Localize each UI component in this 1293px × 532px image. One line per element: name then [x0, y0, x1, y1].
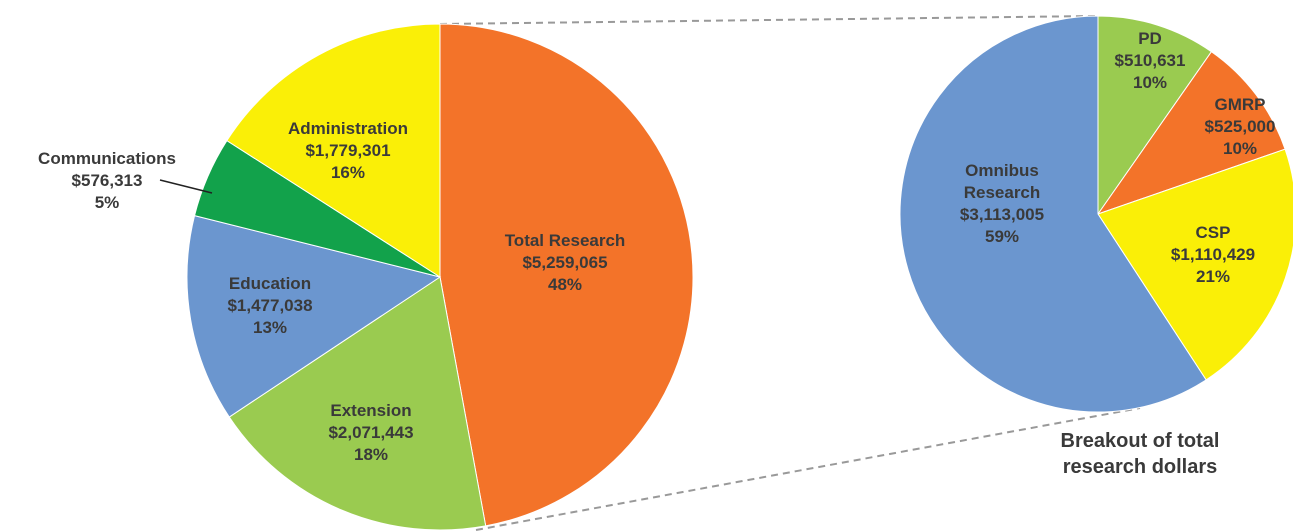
value-label: $576,313	[71, 171, 143, 190]
value-label: $525,000	[1204, 117, 1276, 136]
category-label: PD	[1138, 29, 1162, 48]
pie-slice	[1097, 148, 1293, 381]
slice-label: Total Research $5,259,065 48%	[505, 230, 626, 296]
value-label: $1,110,429	[1170, 245, 1256, 264]
percent-label: 18%	[353, 445, 389, 464]
category-label: Extension	[330, 401, 412, 420]
percent-label: 48%	[547, 275, 583, 294]
value-label: $1,477,038	[227, 296, 313, 315]
slice-label: Extension $2,071,443 18%	[328, 400, 413, 466]
pie-slice	[186, 215, 442, 418]
category-label: GMRP	[1214, 95, 1266, 114]
percent-label: 10%	[1222, 139, 1258, 158]
value-label: $510,631	[1114, 51, 1186, 70]
value-label: $3,113,005	[959, 205, 1045, 224]
annotation: Breakout of total research dollars	[1000, 428, 1280, 480]
slice-label: GMRP $525,000 10%	[1205, 94, 1276, 160]
pie-slice	[439, 23, 694, 527]
slice-label: PD $510,631 10%	[1115, 28, 1186, 94]
slice-label: Administration $1,779,301 16%	[288, 118, 408, 184]
percent-label: 59%	[984, 227, 1020, 246]
category-label: Omnibus Research	[963, 161, 1041, 202]
slice-label: Communications $576,313 5%	[38, 148, 176, 214]
category-label: Communications	[38, 149, 176, 168]
percent-label: 10%	[1132, 73, 1168, 92]
annotation-line: Breakout of total	[1060, 430, 1220, 452]
slice-label: Omnibus Research $3,113,005 59%	[955, 160, 1050, 248]
pie-slice	[1096, 51, 1286, 215]
category-label: Education	[228, 274, 312, 293]
percent-label: 13%	[252, 318, 288, 337]
category-label: CSP	[1195, 223, 1231, 242]
annotation-line: research dollars	[1062, 456, 1218, 478]
pie-slice	[228, 276, 487, 531]
percent-label: 16%	[330, 163, 366, 182]
value-label: $5,259,065	[522, 253, 608, 272]
slice-label: Education $1,477,038 13%	[227, 273, 312, 339]
pie-slice	[1097, 15, 1213, 216]
percent-label: 21%	[1195, 267, 1231, 286]
pie-slice	[226, 23, 441, 278]
category-label: Total Research	[504, 231, 626, 250]
leader-line	[159, 179, 213, 194]
connector	[439, 15, 1097, 25]
category-label: Administration	[288, 119, 408, 138]
connector	[475, 407, 1141, 531]
value-label: $1,779,301	[305, 141, 391, 160]
percent-label: 5%	[94, 193, 120, 212]
pie-slice	[899, 15, 1207, 413]
value-label: $2,071,443	[328, 423, 414, 442]
slice-label: CSP $1,110,429 21%	[1171, 222, 1255, 288]
